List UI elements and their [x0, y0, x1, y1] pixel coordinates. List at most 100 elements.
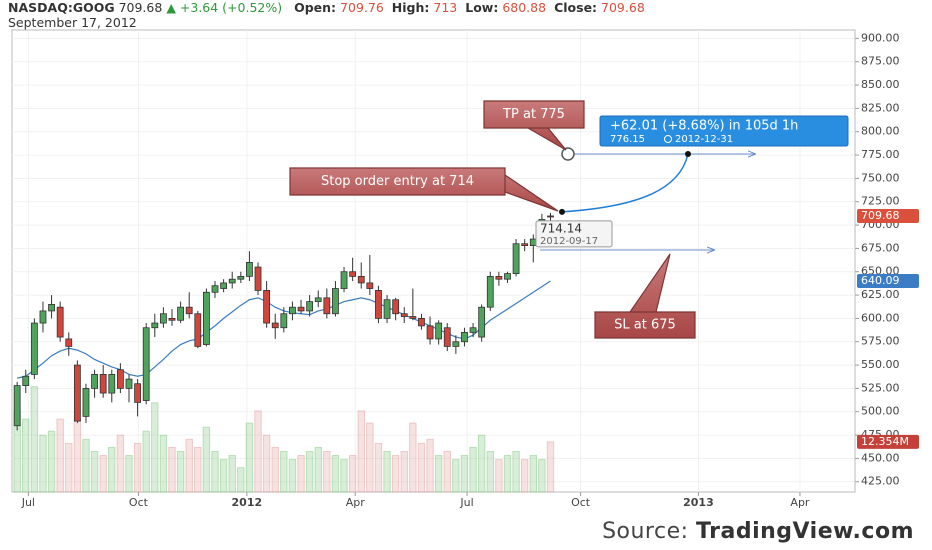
volume-bar [357, 410, 365, 493]
volume-bar [383, 450, 391, 493]
volume-bar [512, 450, 520, 493]
y-tick-label: 875.00 [861, 55, 900, 68]
volume-bar [39, 434, 47, 493]
volume-bar [245, 422, 254, 493]
candle-body [280, 313, 288, 329]
x-tick-label: Apr [790, 496, 810, 509]
volume-bar [546, 441, 555, 493]
volume-bar [486, 450, 494, 493]
x-tick-label: Oct [571, 496, 591, 509]
candle-body [547, 215, 554, 218]
volume-bar [443, 450, 451, 493]
volume-bar [323, 450, 331, 493]
volume-bar [538, 459, 546, 493]
change: ▲ +3.64 (+0.52%) [166, 0, 283, 15]
candle-body [134, 383, 141, 403]
change-value: +3.64 (+0.52%) [179, 0, 283, 15]
candle-body [443, 327, 451, 347]
y-tick-label: 725.00 [861, 195, 900, 208]
volume-bar [82, 438, 90, 493]
ohlc-label: Open: [294, 0, 337, 15]
candle-body [82, 387, 90, 417]
ohlc-label: High: [391, 0, 430, 15]
tooltip-box [535, 220, 613, 248]
projection-curve [561, 153, 689, 213]
candle-body [125, 378, 133, 389]
volume-bar [529, 455, 538, 493]
volume-bar [219, 459, 228, 493]
candle-body [529, 238, 537, 246]
y-tick-label: 575.00 [861, 335, 900, 348]
y-tick-label: 450.00 [861, 451, 900, 464]
plot-frame [11, 29, 856, 493]
volume-bar [125, 455, 133, 493]
ma-label: 640.09 [861, 274, 900, 287]
candle-body [194, 313, 202, 347]
measure-date: 2012-12-31 [675, 134, 733, 145]
volume-bar [288, 459, 297, 493]
candle-body [452, 341, 460, 347]
candle-body [400, 313, 408, 317]
volume-bar [477, 434, 486, 493]
volume-bar [280, 450, 288, 493]
volume-bar [151, 402, 159, 493]
candle-body [263, 289, 271, 324]
volume-bar [159, 434, 168, 493]
candle-body [220, 282, 228, 289]
y-tick-label: 500.00 [861, 405, 900, 418]
candle-body [461, 331, 468, 343]
y-tick-label: 600.00 [861, 311, 900, 324]
volume-bar [495, 459, 503, 493]
volume-bar [133, 442, 142, 493]
source-name: TradingView.com [696, 519, 914, 544]
y-tick-label: 800.00 [861, 125, 900, 138]
volume-bar [56, 418, 64, 493]
candle-body [48, 303, 55, 312]
volume-label: 12.354M [861, 435, 909, 448]
volume-bar [237, 467, 245, 493]
volume-bar [90, 450, 99, 493]
volume-bar [228, 455, 236, 493]
candle-body [409, 316, 417, 319]
ohlc-value: 709.68 [601, 0, 645, 15]
volume-bar [503, 455, 512, 493]
callout-text: TP at 775 [502, 107, 565, 122]
volume-bar [202, 426, 211, 493]
y-tick-label: 750.00 [861, 171, 900, 184]
candle-body [504, 273, 511, 280]
target-dot [685, 150, 691, 157]
candle-body [366, 282, 374, 289]
y-tick-label: 775.00 [861, 148, 900, 161]
volume-bar [366, 422, 374, 493]
candle-body [495, 275, 503, 280]
candle-body [418, 317, 425, 327]
candle-body [39, 310, 47, 324]
volume-bar [185, 438, 193, 493]
candle-body [73, 364, 81, 422]
candle-body [478, 306, 486, 338]
volume-bar [417, 442, 426, 493]
y-tick-label: 525.00 [861, 381, 900, 394]
volume-bar [254, 410, 262, 493]
candle-body [512, 243, 520, 275]
volume-bar [47, 430, 56, 493]
volume-bar [452, 459, 460, 493]
volume-bar [297, 455, 305, 493]
candle-body [383, 299, 391, 319]
volume-bar [99, 455, 107, 493]
candle-body [375, 289, 382, 319]
candle-body [108, 373, 116, 394]
volume-bar [176, 450, 185, 493]
last-price-label-box [857, 209, 919, 224]
tooltip-value: 714.14 [540, 221, 582, 235]
volume-bar [426, 438, 434, 493]
candle-body [306, 301, 314, 312]
candle-body [56, 306, 64, 338]
header: NASDAQ:GOOG 709.68 ▲ +3.64 (+0.52%) Open… [8, 0, 653, 15]
volume-bar [22, 418, 30, 493]
candle-body [392, 299, 400, 315]
volume-bar [262, 434, 271, 493]
tooltip-date: 2012-09-17 [540, 236, 598, 247]
volume-bar [30, 386, 39, 493]
